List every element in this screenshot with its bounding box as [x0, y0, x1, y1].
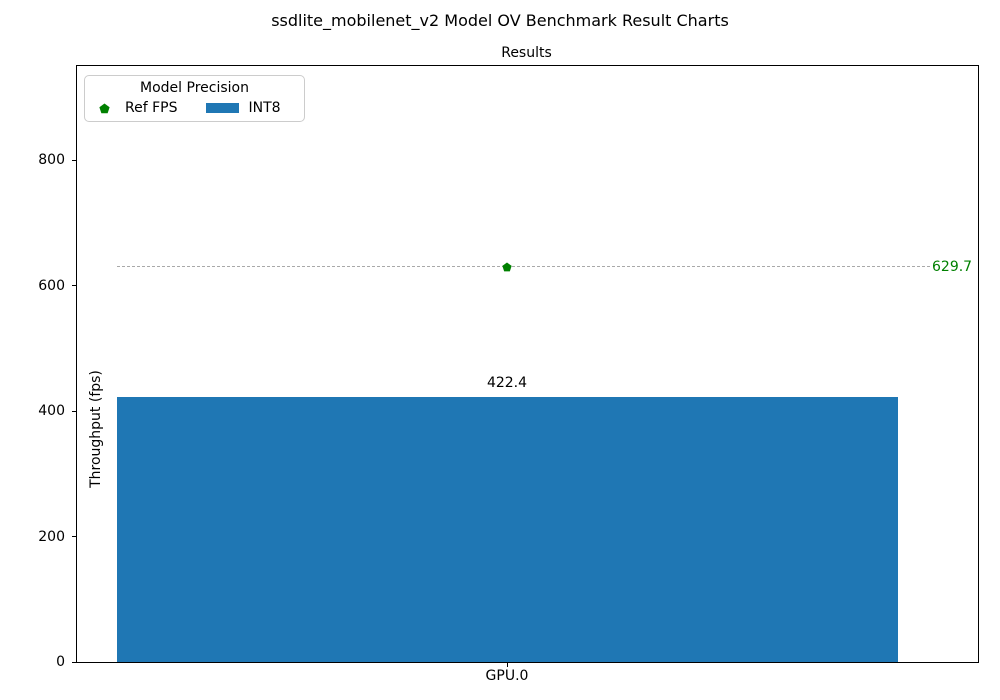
figure-title: ssdlite_mobilenet_v2 Model OV Benchmark … — [271, 11, 729, 30]
legend-row: Ref FPS INT8 — [85, 100, 304, 116]
y-tick-mark — [72, 410, 77, 412]
legend-swatch-int8 — [206, 103, 240, 113]
x-tick-mark — [507, 662, 508, 667]
y-axis-label: Throughput (fps) — [88, 370, 104, 488]
y-tick-mark — [72, 661, 77, 663]
legend-entry-ref-fps: Ref FPS — [125, 100, 178, 116]
legend: Model Precision Ref FPS INT8 — [84, 75, 305, 122]
plot-area: Throughput (fps) 0 200 400 600 800 GPU.0 422.4… — [38, 65, 979, 684]
ref-fps-pentagon-marker-icon — [502, 262, 512, 272]
y-tick-label: 600 — [38, 277, 65, 294]
ref-fps-line — [117, 265, 930, 267]
axes-title: Results — [501, 45, 552, 61]
legend-entry-int8: INT8 — [248, 100, 281, 116]
legend-title: Model Precision — [140, 80, 249, 96]
y-tick-label: 200 — [38, 528, 65, 545]
y-tick-mark — [72, 285, 77, 287]
x-tick-label: GPU.0 — [485, 668, 529, 684]
bar-value-label: 422.4 — [486, 374, 528, 391]
y-tick-mark — [72, 536, 77, 538]
y-tick-label: 0 — [56, 654, 65, 670]
y-tick-mark — [72, 159, 77, 161]
y-tick-label: 800 — [38, 152, 65, 169]
y-tick-label: 400 — [38, 403, 65, 420]
bar-int8 — [117, 396, 898, 662]
ref-fps-value-label: 629.7 — [932, 258, 973, 275]
pentagon-icon — [99, 103, 110, 113]
